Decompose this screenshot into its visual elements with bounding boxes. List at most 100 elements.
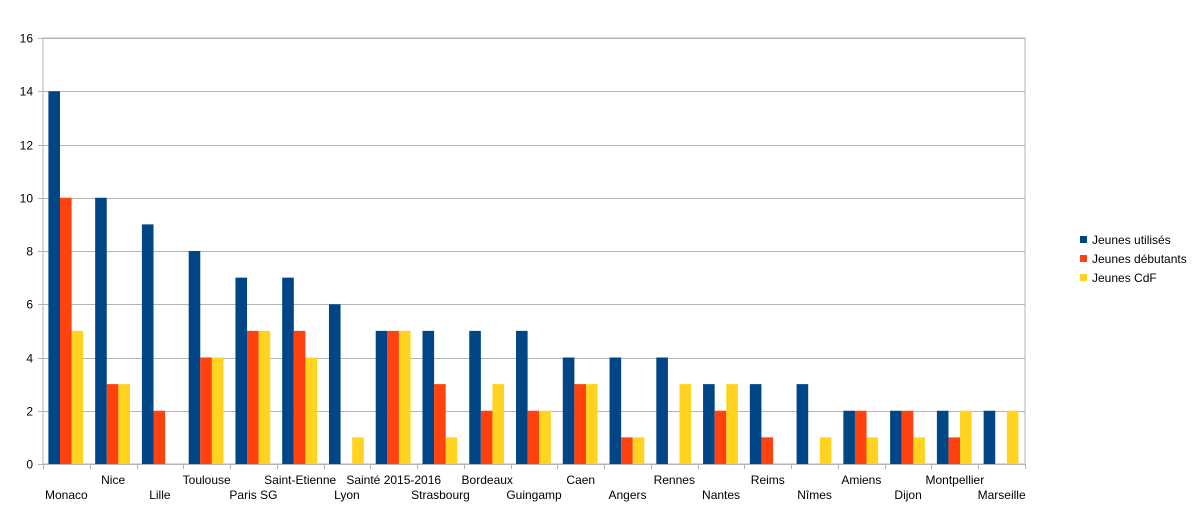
x-tick-label: Dijon [894, 488, 921, 502]
bar-1-19 [948, 437, 961, 464]
x-tick-label: Paris SG [229, 488, 277, 502]
legend-label-0: Jeunes utilisés [1092, 232, 1171, 247]
bar-2-0 [71, 330, 84, 464]
bar-2-9 [492, 384, 505, 464]
x-tick-label: Sainté 2015-2016 [346, 473, 441, 487]
bar-2-10 [539, 410, 551, 464]
x-tick-label: Rennes [654, 473, 695, 487]
x-tick-label: Monaco [45, 488, 88, 502]
y-tick-label: 0 [26, 458, 33, 472]
bar-1-1 [106, 384, 119, 464]
legend-swatch-2 [1080, 274, 1087, 281]
bar-0-1 [95, 197, 107, 464]
x-tick-label: Nantes [702, 488, 740, 502]
bar-0-9 [469, 330, 481, 464]
x-tick-label: Amiens [841, 473, 881, 487]
bar-0-13 [656, 357, 668, 464]
x-tick-label: Lille [149, 488, 171, 502]
bar-2-4 [258, 330, 271, 464]
bar-1-0 [60, 197, 72, 464]
x-tick-label: Saint-Etienne [264, 473, 336, 487]
bar-0-19 [936, 410, 949, 464]
bar-2-3 [211, 357, 224, 464]
bar-2-1 [118, 384, 130, 464]
bar-2-6 [352, 437, 364, 464]
bar-1-18 [901, 410, 914, 464]
legend-item-0: Jeunes utilisés [1080, 230, 1187, 249]
bar-1-4 [247, 330, 259, 464]
bar-1-7 [387, 330, 399, 464]
bar-0-18 [890, 410, 902, 464]
x-tick-label: Angers [609, 488, 647, 502]
bar-2-19 [960, 410, 972, 464]
bar-0-0 [48, 91, 60, 464]
bar-1-11 [574, 384, 586, 464]
x-tick-label: Strasbourg [411, 488, 470, 502]
bar-2-20 [1006, 410, 1019, 464]
bar-1-9 [480, 410, 493, 464]
x-tick-label: Nice [101, 473, 125, 487]
bar-2-16 [819, 437, 832, 464]
bar-0-17 [843, 410, 855, 464]
bar-2-14 [726, 384, 738, 464]
legend-item-2: Jeunes CdF [1080, 268, 1187, 287]
bar-2-5 [305, 357, 318, 464]
bar-0-8 [422, 330, 435, 464]
y-tick-label: 16 [20, 32, 34, 46]
x-tick-label: Bordeaux [462, 473, 513, 487]
bar-0-11 [562, 357, 575, 464]
y-tick-label: 8 [26, 245, 33, 259]
bar-0-3 [188, 251, 201, 464]
bar-0-6 [328, 304, 341, 464]
bar-1-8 [434, 384, 446, 464]
bar-0-20 [983, 410, 996, 464]
bar-0-2 [141, 224, 154, 464]
bar-1-14 [714, 410, 727, 464]
bar-0-5 [282, 277, 294, 464]
bar-1-3 [200, 357, 212, 464]
bar-2-12 [632, 437, 645, 464]
y-tick-label: 12 [20, 139, 34, 153]
legend-label-1: Jeunes débutants [1092, 251, 1187, 266]
bar-2-8 [445, 437, 458, 464]
x-tick-label: Guingamp [506, 488, 562, 502]
y-tick-label: 10 [20, 192, 34, 206]
legend-swatch-0 [1080, 236, 1087, 243]
x-tick-label: Montpellier [926, 473, 985, 487]
bars [48, 91, 1019, 464]
bar-2-18 [913, 437, 925, 464]
legend-swatch-1 [1080, 255, 1087, 262]
bar-1-10 [527, 410, 540, 464]
y-tick-label: 4 [26, 352, 33, 366]
y-tick-label: 14 [20, 85, 34, 99]
y-tick-label: 2 [26, 405, 33, 419]
legend: Jeunes utilisés Jeunes débutants Jeunes … [1080, 230, 1187, 287]
bar-1-15 [761, 437, 774, 464]
bar-1-2 [153, 410, 166, 464]
bar-0-12 [609, 357, 622, 464]
y-axis: 0 2 4 6 8 10 12 14 16 [20, 32, 43, 472]
bar-0-7 [375, 330, 388, 464]
bar-2-7 [398, 330, 411, 464]
x-tick-label: Lyon [334, 488, 360, 502]
bar-0-14 [703, 384, 715, 464]
bar-0-10 [516, 330, 528, 464]
bar-1-12 [621, 437, 633, 464]
bar-2-13 [679, 384, 692, 464]
bar-0-4 [235, 277, 248, 464]
bar-0-15 [749, 384, 762, 464]
x-tick-label: Nîmes [797, 488, 832, 502]
legend-item-1: Jeunes débutants [1080, 249, 1187, 268]
bar-2-17 [866, 437, 879, 464]
legend-label-2: Jeunes CdF [1092, 270, 1157, 285]
x-tick-label: Marseille [978, 488, 1026, 502]
bar-2-11 [585, 384, 598, 464]
bar-0-16 [796, 384, 809, 464]
bar-1-17 [854, 410, 867, 464]
bar-1-5 [293, 330, 306, 464]
y-tick-label: 6 [26, 298, 33, 312]
x-tick-label: Caen [566, 473, 595, 487]
x-tick-label: Reims [751, 473, 785, 487]
